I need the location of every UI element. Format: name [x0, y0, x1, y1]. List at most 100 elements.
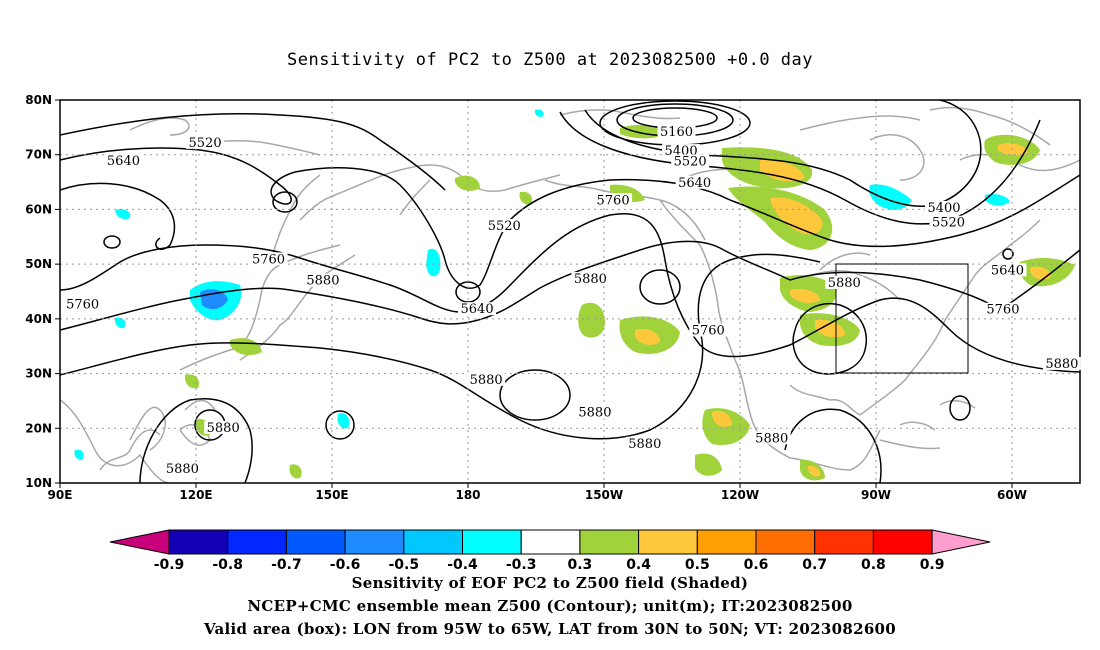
- lat-label: 70N: [25, 148, 52, 162]
- contour-labels: 5520564051605400552056405760552054005520…: [63, 124, 1081, 477]
- contour-label: 5880: [1045, 357, 1078, 372]
- lat-label: 80N: [25, 93, 52, 107]
- lat-label: 50N: [25, 257, 52, 271]
- footer-line-3: Valid area (box): LON from 95W to 65W, L…: [203, 620, 897, 638]
- contour-label: 5760: [66, 297, 99, 312]
- z500-contours: [60, 100, 1080, 483]
- contour-label-bg: [467, 372, 506, 386]
- contour-label-bg: [594, 193, 633, 207]
- colorbar-label: -0.4: [447, 557, 478, 573]
- contour-label: 5880: [755, 431, 788, 446]
- contour-label: 5880: [470, 373, 503, 388]
- colorbar-swatch: [520, 529, 581, 555]
- contour-label: 5880: [574, 272, 607, 287]
- contour-label: 5880: [578, 406, 611, 421]
- colorbar-max-arrow: [931, 529, 991, 555]
- colorbar-swatch: [344, 529, 405, 555]
- lon-label: 120W: [721, 488, 759, 502]
- contour-label: 5160: [660, 125, 693, 140]
- lat-label: 40N: [25, 312, 52, 326]
- lon-label: 150E: [315, 488, 348, 502]
- lat-label: 20N: [25, 421, 52, 435]
- lat-label: 10N: [25, 476, 52, 490]
- colorbar-label: 0.5: [685, 557, 710, 573]
- colorbar-label: 0.9: [920, 557, 945, 573]
- colorbar-swatch: [638, 529, 698, 555]
- contour-label: 5880: [828, 276, 861, 291]
- contour-label-bg: [204, 420, 243, 434]
- contour-label-bg: [675, 175, 714, 189]
- contour-label-bg: [625, 436, 664, 450]
- contour-label-bg: [104, 153, 143, 167]
- contour-label-bg: [1042, 356, 1081, 370]
- colorbar-swatch: [814, 529, 874, 555]
- colorbar-label: 0.8: [861, 557, 886, 573]
- contour-label-bg: [485, 219, 524, 233]
- lon-label: 90W: [861, 488, 891, 502]
- contour-label-bg: [249, 252, 288, 266]
- lon-label: 150W: [585, 488, 623, 502]
- contour-label: 5640: [991, 263, 1024, 278]
- contour-label-bg: [662, 144, 701, 158]
- colorbar-swatch: [168, 529, 229, 555]
- colorbar-min-arrow: [109, 529, 170, 555]
- lon-label: 120E: [179, 488, 212, 502]
- colorbar-swatch: [755, 529, 816, 555]
- colorbar-label: 0.4: [626, 557, 651, 573]
- colorbar-swatch: [285, 529, 346, 555]
- colorbar-label: 0.7: [802, 557, 827, 573]
- colorbar-swatch: [227, 529, 287, 555]
- contour-label: 5760: [597, 193, 630, 208]
- valid-area-box: [835, 263, 969, 374]
- contour-label-bg: [63, 297, 102, 311]
- contour-label-bg: [925, 200, 963, 214]
- lat-label: 60N: [25, 202, 52, 216]
- colorbar-swatch: [403, 529, 463, 555]
- colorbar-swatch: [872, 529, 933, 555]
- contour-label: 5520: [674, 154, 707, 169]
- contour-label: 5760: [252, 252, 285, 267]
- contour-label: 5880: [166, 462, 199, 477]
- colorbar-swatch: [579, 529, 640, 555]
- contour-label-bg: [929, 215, 968, 229]
- colorbar-label: -0.7: [271, 557, 302, 573]
- contour-label-bg: [458, 302, 497, 316]
- contour-label: 5400: [927, 201, 960, 216]
- contour-label-bg: [825, 275, 864, 289]
- colorbar-label: -0.6: [330, 557, 361, 573]
- contour-label: 5520: [488, 219, 521, 234]
- footer-line-1: Sensitivity of EOF PC2 to Z500 field (Sh…: [351, 574, 749, 592]
- lon-label: 180: [455, 488, 480, 502]
- lon-label: 90E: [48, 488, 73, 502]
- contour-label: 5880: [306, 274, 339, 289]
- contour-label: 5640: [678, 176, 711, 191]
- lon-label: 60W: [997, 488, 1027, 502]
- contour-label-bg: [303, 273, 342, 287]
- contour-label-bg: [163, 461, 202, 475]
- colorbar-label: -0.3: [506, 557, 537, 573]
- contour-label-bg: [983, 302, 1022, 316]
- colorbar-swatch: [696, 529, 757, 555]
- map-title: Sensitivity of PC2 to Z500 at 2023082500…: [286, 50, 813, 70]
- contour-label: 5640: [461, 302, 494, 317]
- contour-label-bg: [671, 154, 710, 168]
- graticule: [60, 100, 1080, 483]
- contour-label-bg: [689, 323, 728, 337]
- contour-label: 5880: [207, 421, 240, 436]
- contour-label-bg: [657, 124, 696, 138]
- contour-label-bg: [988, 263, 1027, 277]
- contour-label-bg: [752, 431, 791, 445]
- colorbar-label: -0.8: [212, 557, 243, 573]
- footer-line-2: NCEP+CMC ensemble mean Z500 (Contour); u…: [247, 597, 853, 615]
- colorbar-label: 0.6: [744, 557, 769, 573]
- contour-label-bg: [186, 135, 225, 149]
- contour-label-bg: [575, 405, 614, 419]
- contour-label: 5760: [692, 324, 725, 339]
- contour-label-bg: [571, 272, 610, 286]
- lat-label: 30N: [25, 367, 52, 381]
- colorbar-swatch: [462, 529, 522, 555]
- colorbar: -0.9 -0.8 -0.7 -0.6 -0.5 -0.4 -0.3 0.3 0.4 0.5 0.6…: [109, 529, 991, 573]
- colorbar-label: 0.3: [567, 557, 592, 573]
